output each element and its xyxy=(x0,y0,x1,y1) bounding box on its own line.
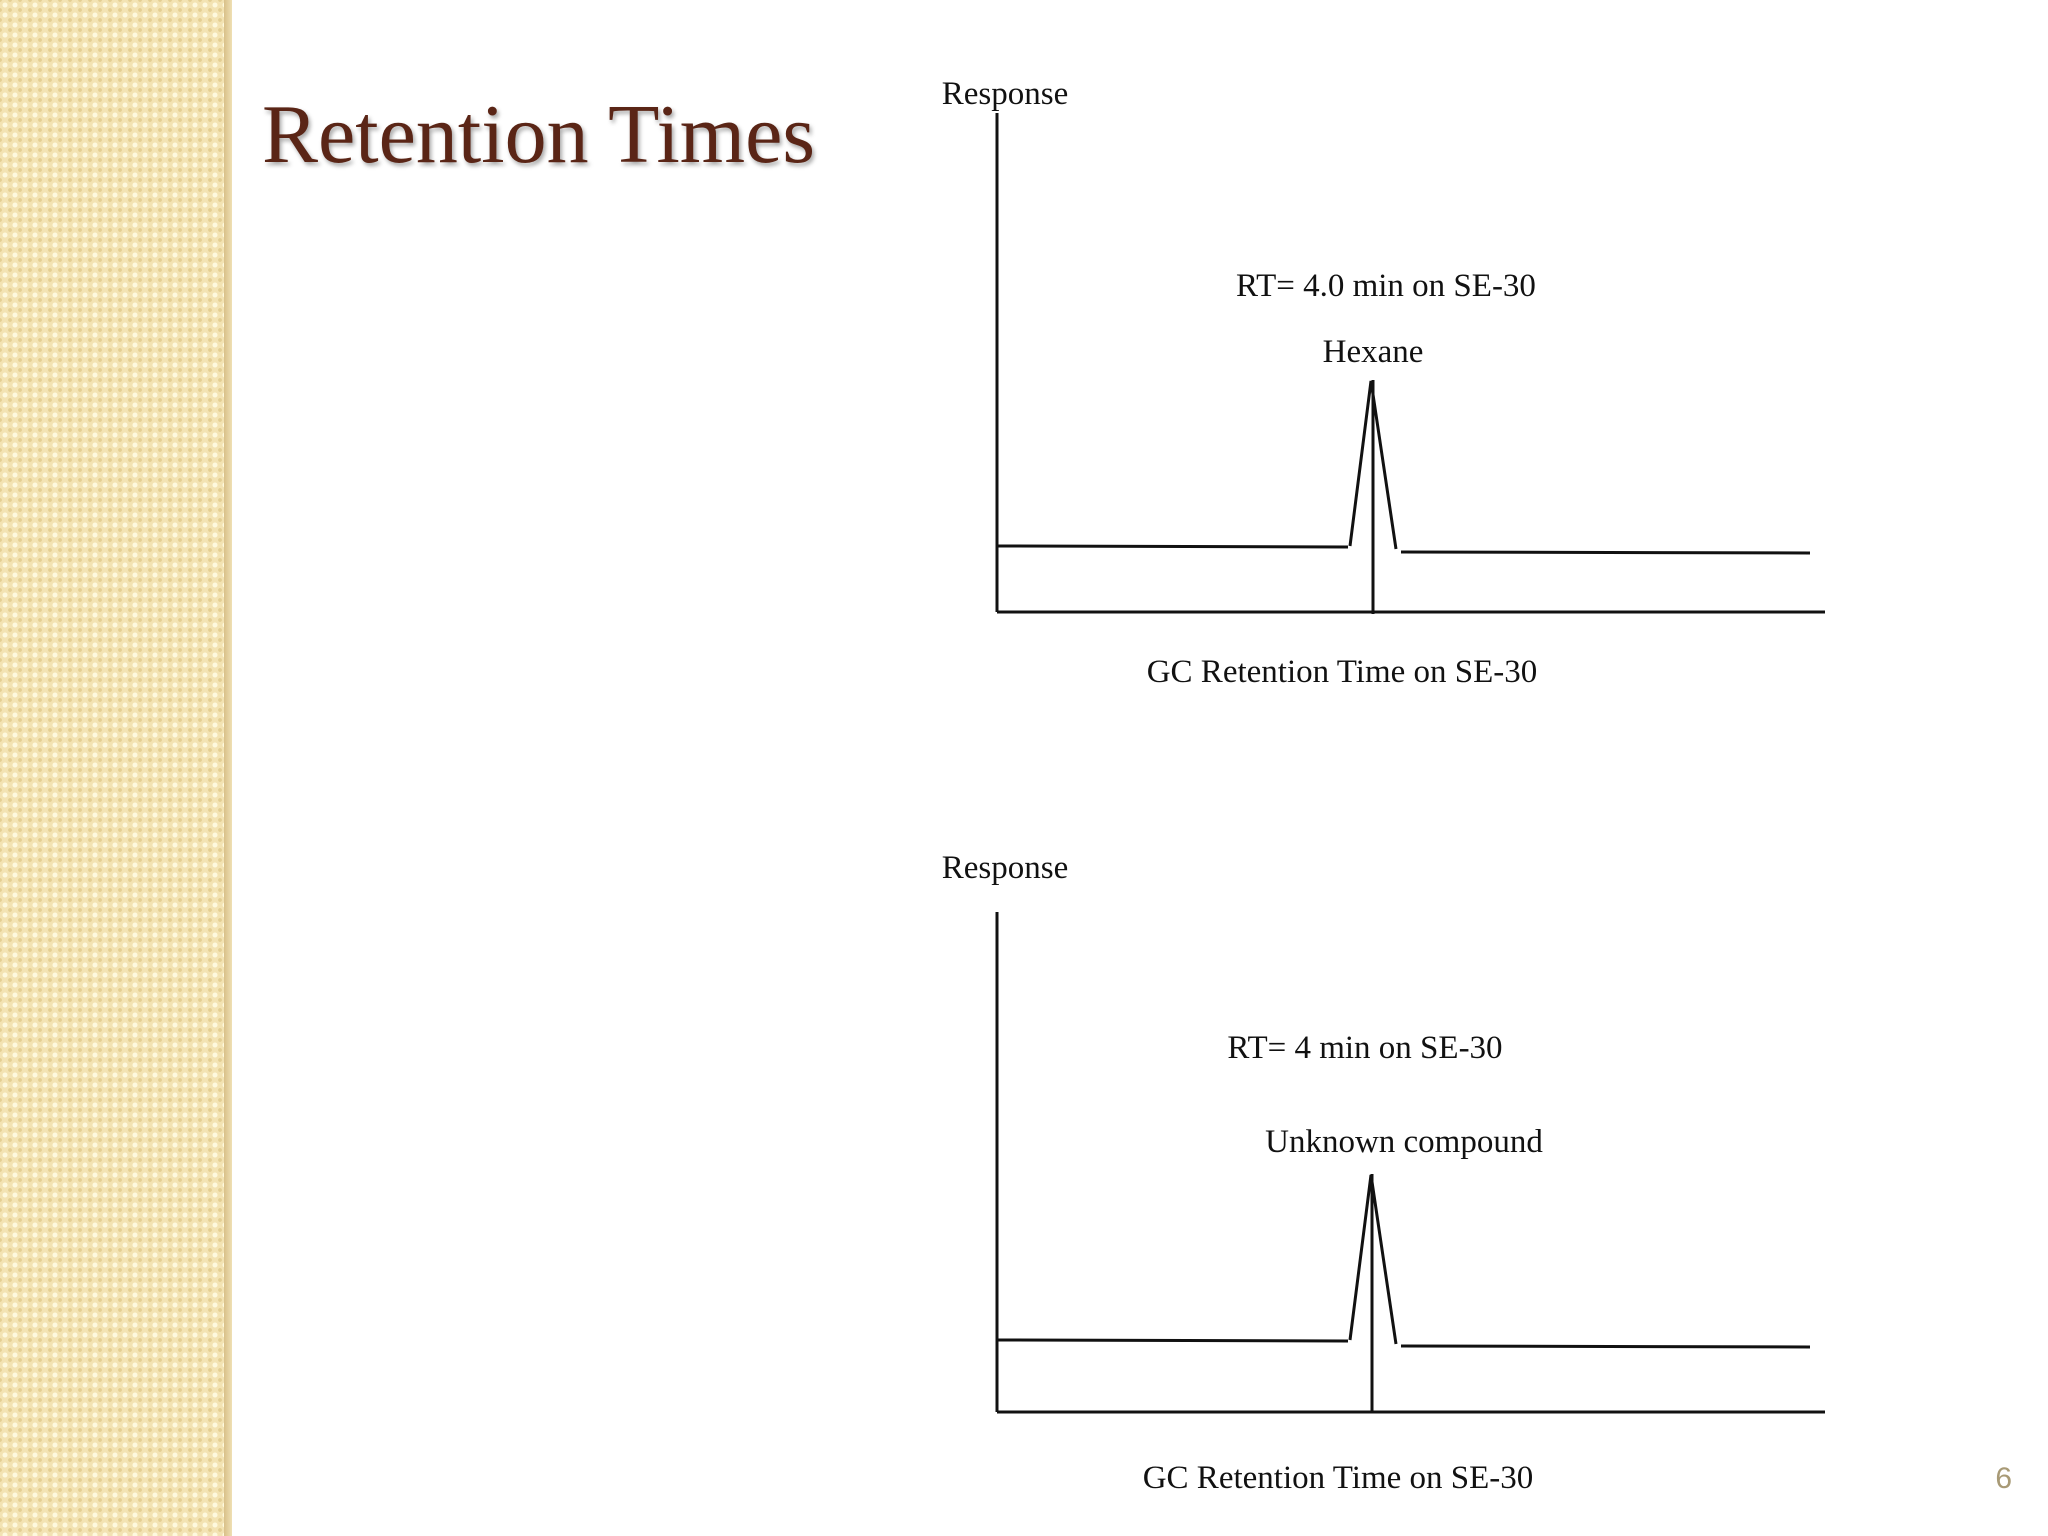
peak-trace xyxy=(1348,380,1398,550)
x-axis-label: GC Retention Time on SE-30 xyxy=(1147,654,1538,690)
y-axis-label: Response xyxy=(942,76,1069,112)
chromatogram-hexane: Response RT= 4.0 min on SE-30 Hexane GC … xyxy=(942,76,1825,690)
y-axis-label: Response xyxy=(942,850,1069,886)
slide-title: Retention Times xyxy=(262,88,816,181)
baseline-left xyxy=(997,1338,1349,1343)
chromatogram-unknown: Response RT= 4 min on SE-30 Unknown comp… xyxy=(942,850,1825,1496)
slide-number: 6 xyxy=(1995,1462,2012,1495)
baseline-left xyxy=(997,544,1349,549)
side-band-edge xyxy=(224,0,232,1536)
retention-time-label: RT= 4.0 min on SE-30 xyxy=(1236,268,1536,304)
retention-time-label: RT= 4 min on SE-30 xyxy=(1227,1030,1502,1066)
peak-label: Hexane xyxy=(1323,334,1424,370)
x-axis-label: GC Retention Time on SE-30 xyxy=(1143,1460,1534,1496)
peak-label: Unknown compound xyxy=(1265,1124,1543,1160)
decorative-side-band xyxy=(0,0,224,1536)
baseline-right xyxy=(1400,1344,1811,1349)
baseline-right xyxy=(1400,550,1811,555)
